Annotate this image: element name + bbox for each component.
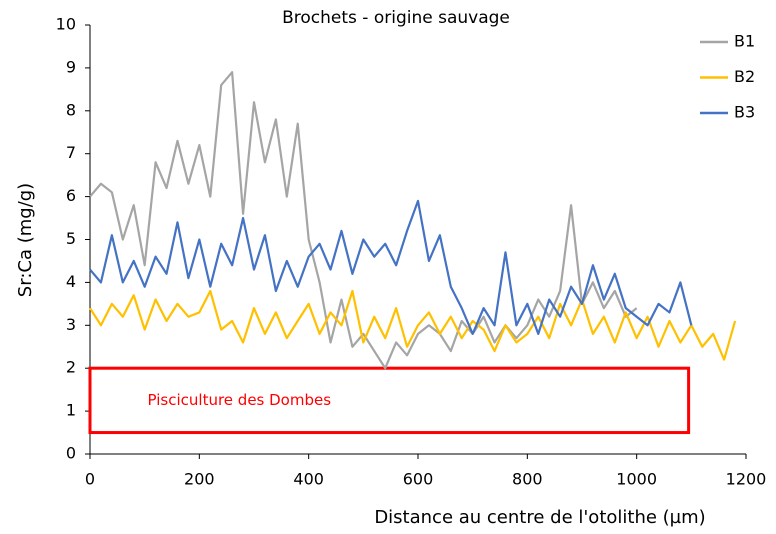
y-tick-label: 5 — [66, 229, 76, 248]
y-tick-label: 1 — [66, 401, 76, 420]
annotation-text: Pisciculture des Dombes — [148, 391, 332, 409]
x-tick-label: 1200 — [726, 470, 767, 489]
y-tick-label: 3 — [66, 315, 76, 334]
legend-label: B1 — [734, 32, 755, 51]
y-axis-label: Sr:Ca (mg/g) — [15, 183, 36, 297]
x-tick-label: 400 — [293, 470, 324, 489]
x-tick-label: 600 — [403, 470, 434, 489]
chart-title: Brochets - origine sauvage — [282, 8, 510, 28]
x-tick-label: 0 — [85, 470, 95, 489]
legend-label: B3 — [734, 103, 755, 122]
y-tick-label: 4 — [66, 272, 76, 291]
y-tick-label: 9 — [66, 57, 76, 76]
y-tick-label: 8 — [66, 100, 76, 119]
series-line — [89, 199, 693, 335]
x-tick-label: 1000 — [616, 470, 657, 489]
y-tick-label: 7 — [66, 143, 76, 162]
x-axis-label: Distance au centre de l'otolithe (µm) — [374, 507, 705, 528]
y-tick-label: 0 — [66, 444, 76, 463]
y-tick-label: 6 — [66, 186, 76, 205]
y-tick-label: 2 — [66, 358, 76, 377]
annotation-box — [88, 366, 691, 435]
series-line — [89, 289, 737, 361]
y-tick-label: 10 — [56, 15, 76, 34]
legend-label: B2 — [734, 67, 755, 86]
x-tick-label: 800 — [512, 470, 543, 489]
x-tick-label: 200 — [184, 470, 215, 489]
